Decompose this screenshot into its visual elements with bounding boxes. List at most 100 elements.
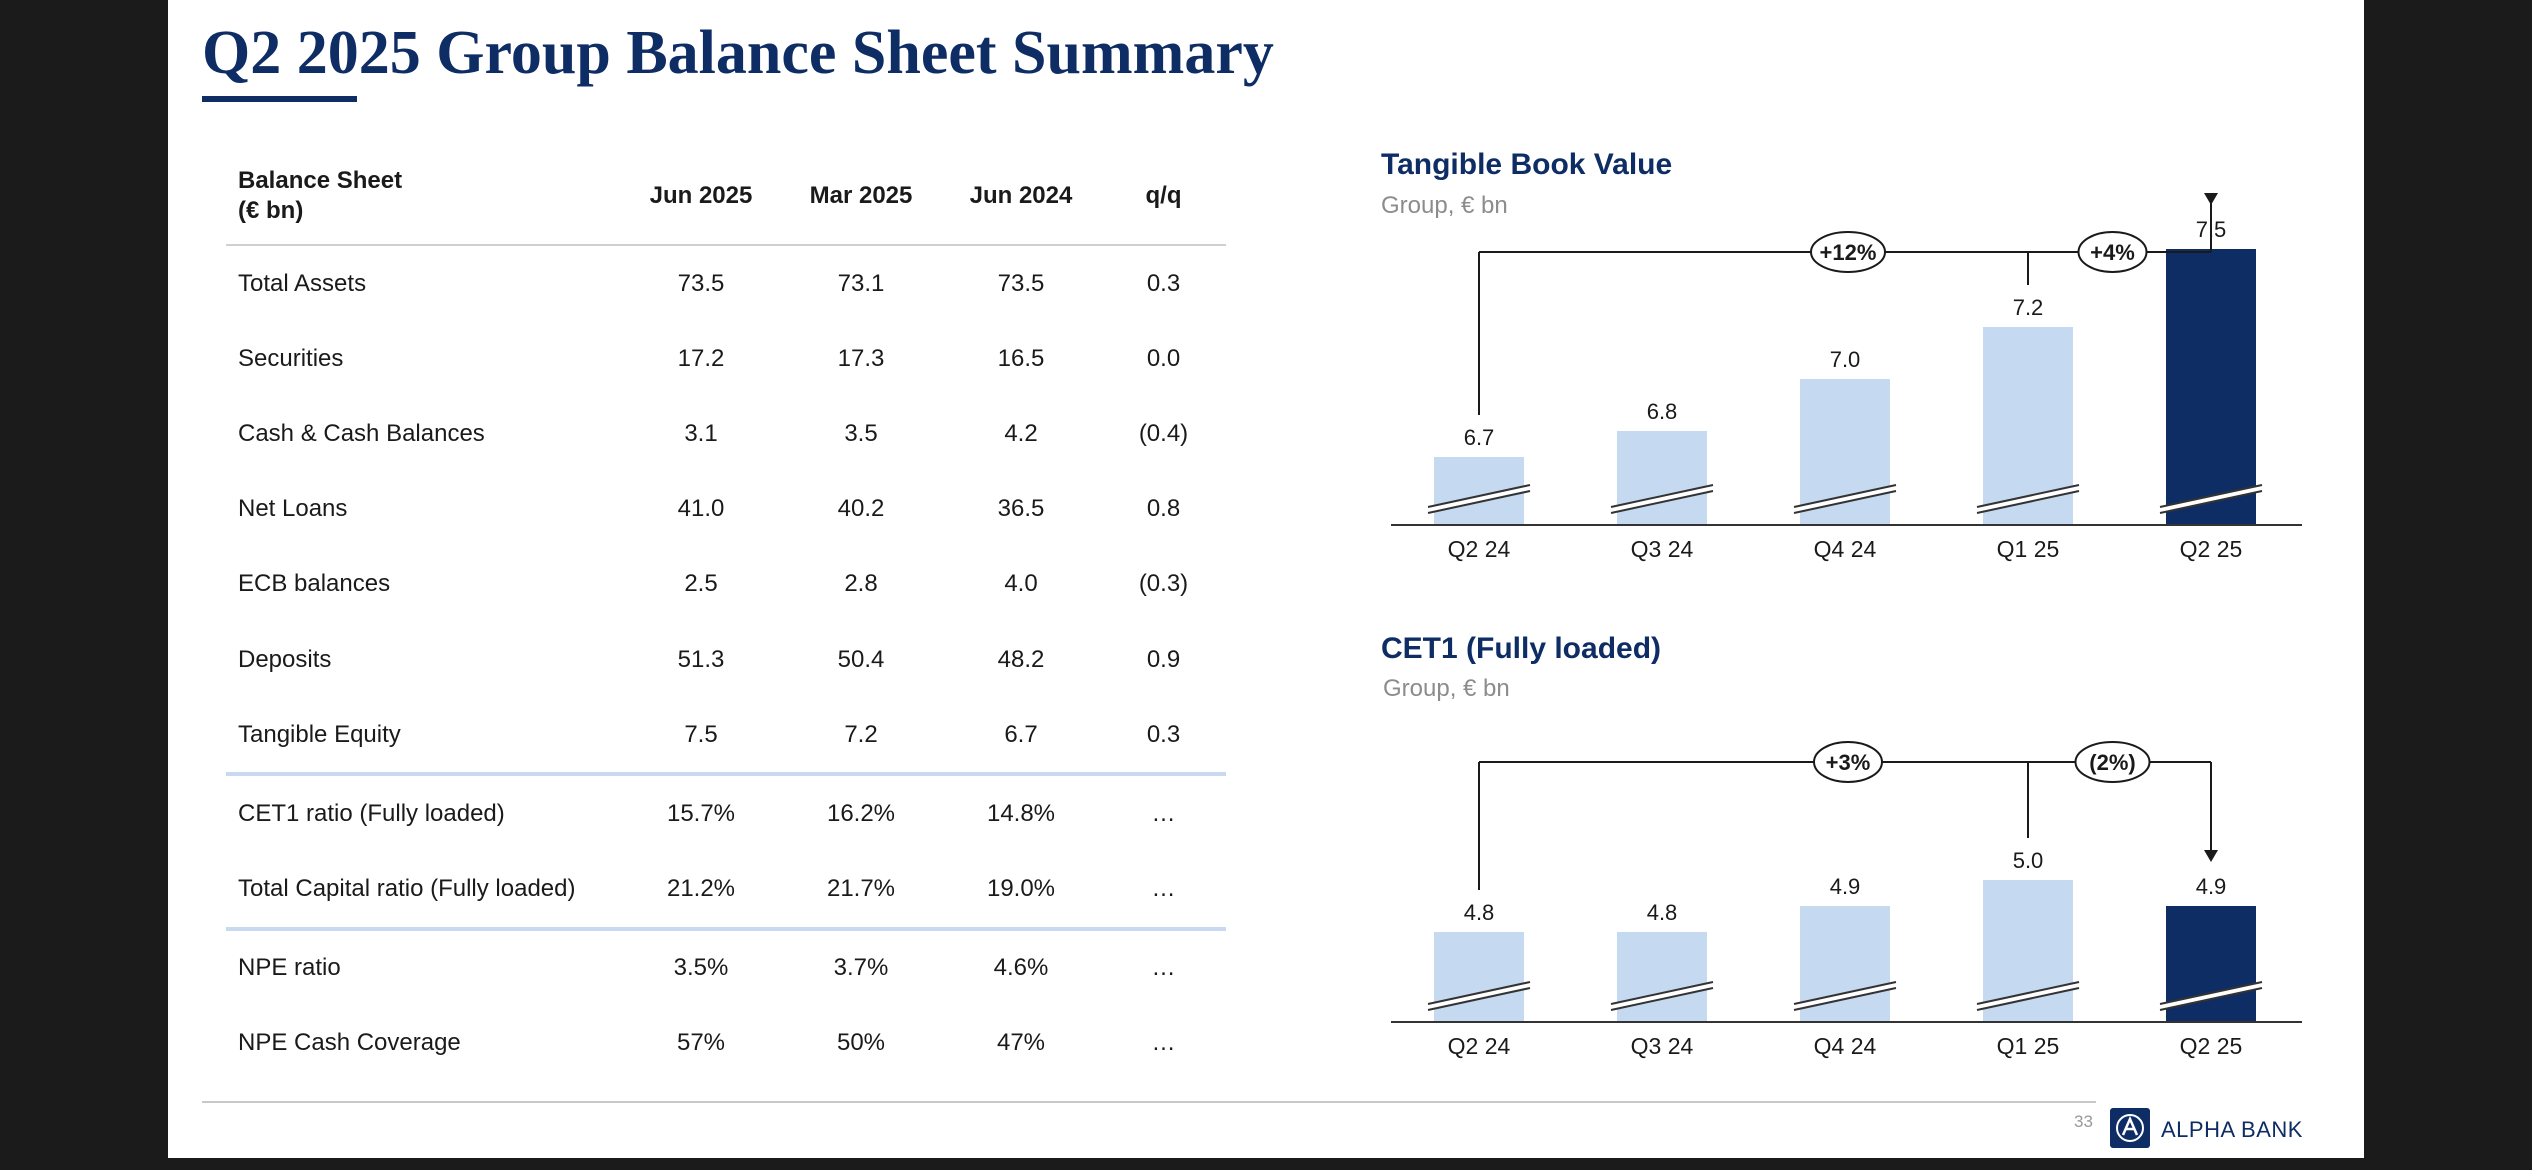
annotation-label: +3% — [1826, 750, 1871, 775]
axis-break-line — [1610, 484, 1714, 508]
x-tick-label: Q2 24 — [1448, 1033, 1511, 1059]
axis-break-line — [1793, 981, 1897, 1005]
cell-value: 16.5 — [997, 344, 1045, 372]
axis-break-line — [1610, 987, 1714, 1011]
cell-value: 40.2 — [837, 495, 885, 523]
data-label: 6.8 — [1647, 399, 1678, 424]
axis-break-line — [1427, 987, 1531, 1011]
column-header: q/q — [1101, 148, 1226, 246]
cell-value: 73.5 — [997, 269, 1045, 297]
axis-break-line — [2159, 987, 2263, 1011]
cell-value: 3.7% — [833, 954, 889, 982]
axis-break-line — [1976, 987, 2080, 1011]
axis-break-line — [1427, 981, 1531, 1005]
cell-value: 41.0 — [677, 495, 725, 523]
x-tick-label: Q1 25 — [1997, 1033, 2060, 1059]
axis-break-gap — [1611, 485, 1713, 513]
x-tick-label: Q4 24 — [1814, 1033, 1877, 1059]
data-label: 5.0 — [2013, 848, 2044, 873]
axis-break-gap — [2160, 485, 2262, 513]
row-label: Cash & Cash Balances — [238, 419, 485, 447]
axis-break-gap — [1794, 485, 1896, 513]
alpha-bank-logo-icon — [2110, 1108, 2150, 1148]
annotation-oval — [2077, 231, 2148, 273]
cell-value: 17.3 — [837, 344, 885, 372]
data-label: 6.7 — [1464, 425, 1495, 450]
x-tick-label: Q2 25 — [2180, 1033, 2243, 1059]
logo-text: ALPHA BANK — [2161, 1117, 2303, 1142]
table-row: CET1 ratio (Fully loaded) 15.7% 16.2% 14.8%… — [226, 774, 1226, 851]
arrow-head — [2204, 850, 2218, 862]
row-label: ECB balances — [238, 570, 391, 598]
bar — [1617, 932, 1707, 1022]
table-row: ECB balances 2.5 2.8 4.0 (0.3) — [226, 547, 1226, 622]
arrow-head — [2204, 193, 2218, 205]
cell-value: 48.2 — [997, 645, 1045, 673]
cell-value: … — [1151, 954, 1176, 982]
annotation-label: (2%) — [2089, 750, 2135, 775]
data-label: 4.9 — [1830, 874, 1861, 899]
data-label: 4.8 — [1464, 900, 1495, 925]
axis-break-line — [1976, 484, 2080, 508]
axis-break-line — [1427, 484, 1531, 508]
chart-0: 6.7Q2 246.8Q3 247.0Q4 247.2Q1 257.5Q2 25… — [1391, 193, 2302, 562]
table-header-line1: Balance Sheet — [238, 167, 403, 194]
axis-break-gap — [1428, 982, 1530, 1010]
cell-value: 0.9 — [1146, 645, 1181, 673]
cell-value: 3.1 — [684, 419, 718, 447]
row-label: Deposits — [238, 645, 332, 673]
annotation-label: +4% — [2090, 240, 2135, 265]
data-label: 7.2 — [2013, 295, 2044, 320]
chart-subtitle-tbv: Group, € bn — [1381, 192, 1508, 219]
annotation-oval — [1813, 741, 1883, 783]
chart-1: 4.8 Q2 24 4.8 Q3 24 4.9 Q4 24 5.0 Q1 25 4.9 Q2 25… — [1391, 741, 2302, 1059]
cell-value: … — [1151, 799, 1176, 827]
cell-value: 51.3 — [677, 645, 725, 673]
table-row: NPE Cash Coverage 57% 50% 47%… — [226, 1006, 1226, 1081]
row-label: Net Loans — [238, 495, 348, 523]
page-number: 33 — [2074, 1112, 2093, 1131]
axis-break-line — [1793, 490, 1897, 514]
cell-value: 21.7% — [781, 851, 941, 931]
table-row: Cash & Cash Balances 3.1 3.5 4.2 (0.4) — [226, 396, 1226, 471]
cell-value: 4.2 — [1004, 419, 1038, 447]
x-tick-label: Q3 24 — [1631, 1033, 1694, 1059]
table-row: Total Capital ratio (Fully loaded) 21.2% 2… — [226, 851, 1226, 931]
cell-value: 0.0 — [1146, 344, 1181, 372]
column-header: Jun 2024 — [941, 148, 1101, 246]
table-header-line2: (€ bn) — [238, 197, 304, 224]
row-label: Tangible Equity — [226, 697, 621, 777]
cell-value: 21.2% — [621, 851, 781, 931]
table-row: NPE ratio 3.5% 3.7% 4.6%… — [226, 929, 1226, 1006]
bar-charts: 6.7Q2 246.8Q3 247.0Q4 247.2Q1 257.5Q2 25… — [1391, 193, 2302, 1059]
bar — [1617, 431, 1707, 525]
data-label: 7.0 — [1830, 347, 1861, 372]
cell-value: 6.7 — [941, 697, 1101, 777]
cell-value: 0.8 — [1146, 495, 1181, 523]
row-label: Total Capital ratio (Fully loaded) — [226, 851, 621, 931]
axis-break-gap — [1977, 485, 2079, 513]
annotation-oval — [1810, 231, 1886, 273]
axis-break-line — [1976, 981, 2080, 1005]
row-label: Total Assets — [238, 269, 367, 297]
x-tick-label: Q1 25 — [1997, 536, 2060, 562]
cell-value: 15.7% — [666, 799, 736, 827]
annotation-label: +12% — [1820, 240, 1877, 265]
cell-value: … — [1101, 851, 1226, 931]
table-row: Deposits 51.3 50.4 48.2 0.9 — [226, 622, 1226, 697]
row-label: NPE ratio — [238, 954, 341, 982]
chart-title-cet1: CET1 (Fully loaded) — [1381, 632, 1662, 665]
table-body: Total Assets 73.5 73.1 73.5 0.3 Securities 17.… — [226, 245, 1226, 1081]
cell-value: 73.5 — [677, 269, 725, 297]
axis-break-line — [2159, 981, 2263, 1005]
table-header-label: Balance Sheet (€ bn) — [226, 148, 621, 246]
x-tick-label: Q4 24 — [1814, 536, 1877, 562]
bar — [1434, 932, 1524, 1022]
axis-break-gap — [1794, 982, 1896, 1010]
cell-value: … — [1151, 1029, 1176, 1057]
cell-value: (0.3) — [1138, 570, 1189, 598]
axis-break-gap — [2160, 982, 2262, 1010]
axis-break-line — [1793, 484, 1897, 508]
cell-value: 14.8% — [986, 799, 1056, 827]
axis-break-line — [1610, 490, 1714, 514]
